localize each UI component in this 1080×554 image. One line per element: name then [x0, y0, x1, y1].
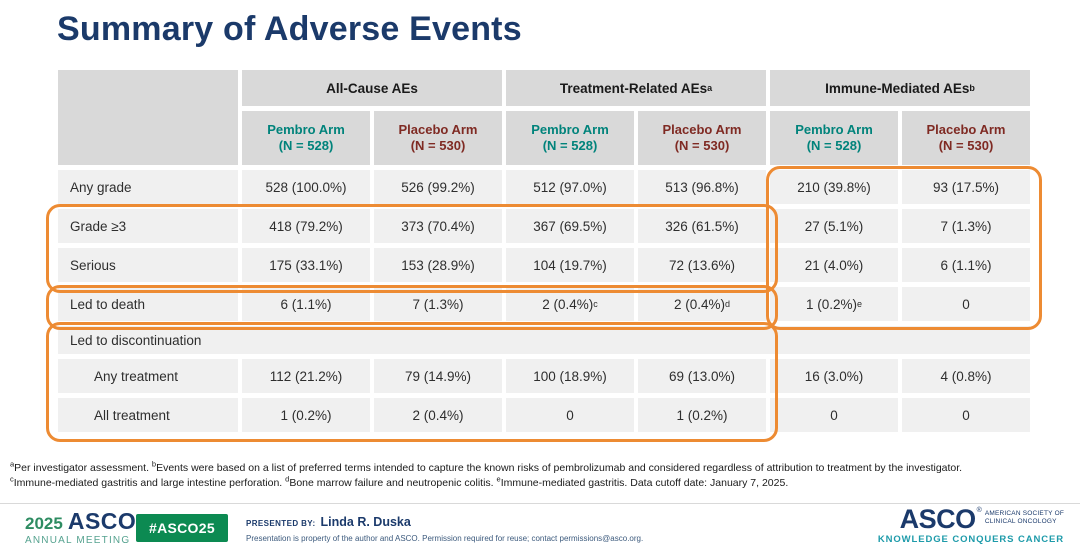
table-cell: 0 — [770, 398, 898, 432]
column-header-placebo-immune-mediated: Placebo Arm (N = 530) — [902, 111, 1030, 165]
table-cell: 512 (97.0%) — [506, 170, 634, 204]
table-cell: 16 (3.0%) — [770, 359, 898, 393]
table-cell: 6 (1.1%) — [242, 287, 370, 321]
table-cell: 513 (96.8%) — [638, 170, 766, 204]
table-cell: 93 (17.5%) — [902, 170, 1030, 204]
table-cell: 0 — [506, 398, 634, 432]
table-cell: 69 (13.0%) — [638, 359, 766, 393]
column-header-pembro-all-cause: Pembro Arm (N = 528) — [242, 111, 370, 165]
table-cell: 367 (69.5%) — [506, 209, 634, 243]
table-cell: 2 (0.4%) c — [506, 287, 634, 321]
presenter-name: Linda R. Duska — [320, 515, 411, 529]
presenter-block: PRESENTED BY: Linda R. Duska Presentatio… — [246, 515, 643, 543]
column-header-pembro-treatment-related: Pembro Arm (N = 528) — [506, 111, 634, 165]
table-cell: 0 — [902, 398, 1030, 432]
hashtag-badge: #ASCO25 — [136, 514, 228, 542]
table-cell: 21 (4.0%) — [770, 248, 898, 282]
table-cell: 526 (99.2%) — [374, 170, 502, 204]
presented-by-label: PRESENTED BY: — [246, 519, 316, 528]
footnote-line-1: aPer investigator assessment. bEvents we… — [10, 459, 963, 474]
footer-divider — [0, 503, 1080, 504]
page-title: Summary of Adverse Events — [57, 10, 522, 48]
row-label-any-treatment: Any treatment — [58, 359, 238, 393]
footnote-line-2: cImmune-mediated gastritis and large int… — [10, 474, 789, 489]
asco-tagline: KNOWLEDGE CONQUERS CANCER — [877, 534, 1064, 546]
table-cell: 210 (39.8%) — [770, 170, 898, 204]
permission-disclaimer: Presentation is property of the author a… — [246, 534, 644, 543]
table-cell: 153 (28.9%) — [374, 248, 502, 282]
table-cell: 1 (0.2%) — [242, 398, 370, 432]
table-cell: 528 (100.0%) — [242, 170, 370, 204]
table-corner-cell — [58, 70, 238, 165]
column-group-all-cause: All-Cause AEs — [242, 70, 502, 106]
row-label-serious: Serious — [58, 248, 238, 282]
adverse-events-table: All-Cause AEs Treatment-Related AEs a Imm… — [58, 70, 1030, 432]
asco-society-line2: CLINICAL ONCOLOGY — [984, 518, 1057, 526]
table-cell: 326 (61.5%) — [638, 209, 766, 243]
row-label-any-grade: Any grade — [58, 170, 238, 204]
table-cell: 2 (0.4%) — [374, 398, 502, 432]
table-cell: 0 — [902, 287, 1030, 321]
table-cell: 7 (1.3%) — [374, 287, 502, 321]
column-header-placebo-treatment-related: Placebo Arm (N = 530) — [638, 111, 766, 165]
asco-society-line1: AMERICAN SOCIETY OF — [984, 510, 1064, 517]
column-group-immune-mediated: Immune-Mediated AEs b — [770, 70, 1030, 106]
table-cell: 418 (79.2%) — [242, 209, 370, 243]
asco-annual-meeting-logo: 2025 ASCO ® ANNUAL MEETING — [25, 508, 142, 546]
table-cell: 7 (1.3%) — [902, 209, 1030, 243]
table-cell: 175 (33.1%) — [242, 248, 370, 282]
table-cell: 100 (18.9%) — [506, 359, 634, 393]
table-cell: 79 (14.9%) — [374, 359, 502, 393]
table-cell: 1 (0.2%) — [638, 398, 766, 432]
row-label-led-to-discontinuation: Led to discontinuation — [58, 326, 1030, 354]
table-cell: 4 (0.8%) — [902, 359, 1030, 393]
column-header-placebo-all-cause: Placebo Arm (N = 530) — [374, 111, 502, 165]
row-label-grade-3plus: Grade ≥3 — [58, 209, 238, 243]
asco-logo: ASCO ® AMERICAN SOCIETY OF CLINICAL ONCO… — [877, 504, 1064, 546]
table-cell: 2 (0.4%) d — [638, 287, 766, 321]
table-cell: 104 (19.7%) — [506, 248, 634, 282]
table-cell: 112 (21.2%) — [242, 359, 370, 393]
table-cell: 373 (70.4%) — [374, 209, 502, 243]
column-group-treatment-related: Treatment-Related AEs a — [506, 70, 766, 106]
row-label-all-treatment: All treatment — [58, 398, 238, 432]
row-label-led-to-death: Led to death — [58, 287, 238, 321]
table-cell: 27 (5.1%) — [770, 209, 898, 243]
footnotes: aPer investigator assessment. bEvents we… — [10, 459, 1074, 491]
table-cell: 6 (1.1%) — [902, 248, 1030, 282]
table-cell: 1 (0.2%) e — [770, 287, 898, 321]
table-cell: 72 (13.6%) — [638, 248, 766, 282]
column-header-pembro-immune-mediated: Pembro Arm (N = 528) — [770, 111, 898, 165]
